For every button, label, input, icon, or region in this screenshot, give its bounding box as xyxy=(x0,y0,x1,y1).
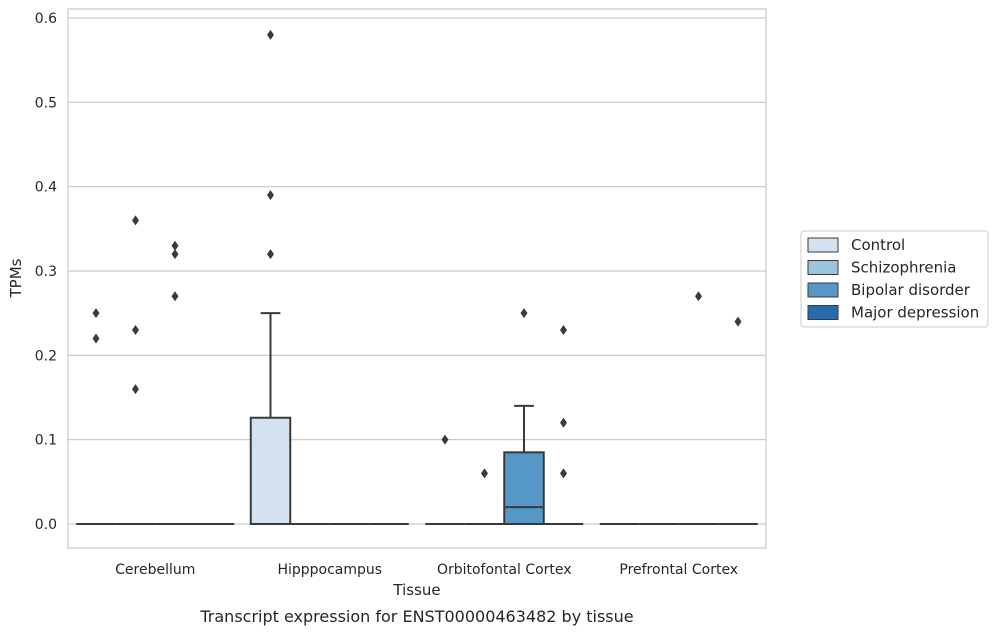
outlier-point xyxy=(267,29,274,40)
legend-frame xyxy=(800,230,989,328)
legend-label: Bipolar disorder xyxy=(851,281,971,299)
outlier-point xyxy=(132,325,139,336)
outlier-point xyxy=(695,291,702,302)
box-control xyxy=(249,312,292,525)
legend-label: Major depression xyxy=(851,304,979,322)
box-bipolar-disorder xyxy=(503,404,545,526)
outlier-point xyxy=(267,249,274,260)
legend-label: Control xyxy=(851,236,905,254)
outlier-point xyxy=(441,434,449,445)
outlier-point xyxy=(560,325,567,336)
box-body xyxy=(503,451,545,526)
y-tick-label: 0.4 xyxy=(35,180,57,196)
legend-swatch xyxy=(807,305,839,320)
outlier-point xyxy=(267,190,274,201)
outlier-point xyxy=(560,417,567,428)
outlier-point xyxy=(171,249,179,260)
y-tick-label: 0.5 xyxy=(35,95,57,111)
legend: Control Schizophrenia Bipolar disorder Majo… xyxy=(800,230,989,328)
plot-area-frame xyxy=(67,8,767,549)
legend-label: Schizophrenia xyxy=(851,259,956,277)
outlier-point xyxy=(520,308,528,319)
y-tick-label: 0.3 xyxy=(35,264,57,280)
y-axis-title: TPMs xyxy=(7,258,25,298)
outlier-point xyxy=(132,215,139,226)
box-body xyxy=(249,416,292,525)
y-tick-label: 0.2 xyxy=(35,348,57,364)
boxes xyxy=(76,312,758,526)
outlier-point xyxy=(560,468,567,479)
outlier-point xyxy=(171,240,179,251)
outlier-point xyxy=(481,468,488,479)
outlier-point xyxy=(92,308,100,319)
x-axis-title: Tissue xyxy=(392,581,440,599)
x-tick-label: Cerebellum xyxy=(115,562,195,578)
outlier-point xyxy=(132,384,139,395)
gridlines xyxy=(68,17,766,525)
legend-swatch xyxy=(807,282,839,298)
outlier-point xyxy=(734,316,742,327)
outlier-point xyxy=(92,333,100,344)
legend-swatch xyxy=(807,237,839,253)
x-tick-labels: Cerebellum Hipppocampus Orbitofontal Corte… xyxy=(115,562,738,578)
y-tick-labels: 0.0 0.1 0.2 0.3 0.4 0.5 0.6 xyxy=(35,11,57,533)
x-tick-label: Hipppocampus xyxy=(277,562,382,578)
x-tick-label: Prefrontal Cortex xyxy=(619,562,738,578)
y-tick-label: 0.6 xyxy=(35,11,57,27)
chart-caption: Transcript expression for ENST0000046348… xyxy=(199,607,633,626)
outlier-points xyxy=(92,29,742,479)
x-tick-label: Orbitofontal Cortex xyxy=(437,562,572,578)
legend-swatch xyxy=(807,260,839,275)
y-tick-label: 0.0 xyxy=(35,517,57,533)
y-tick-label: 0.1 xyxy=(35,433,57,449)
outlier-point xyxy=(171,291,179,302)
